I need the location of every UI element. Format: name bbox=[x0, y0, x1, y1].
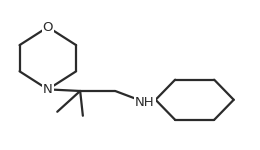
Text: O: O bbox=[43, 21, 53, 34]
Text: NH: NH bbox=[135, 96, 155, 109]
Text: N: N bbox=[43, 83, 53, 96]
